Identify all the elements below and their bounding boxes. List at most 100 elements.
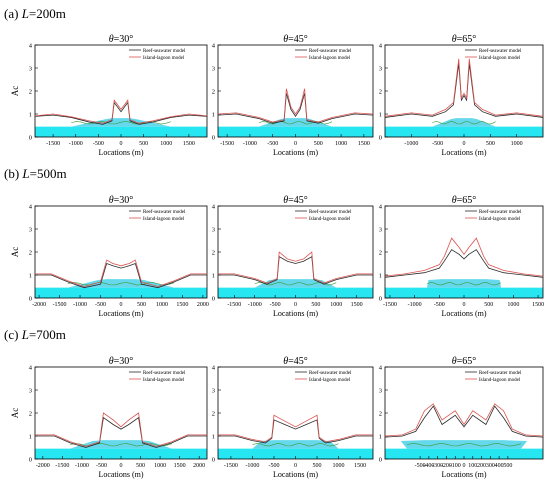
x-tick-label: -1000: [73, 302, 87, 308]
x-tick-label: 0: [294, 463, 297, 469]
row-label-var: L: [21, 6, 29, 21]
x-tick-label: 1500: [358, 141, 370, 147]
legend-label: Reef-seawater model: [479, 49, 522, 54]
x-tick-label: -1500: [383, 302, 397, 308]
x-tick-label: 0: [463, 463, 466, 469]
legend-label: Island-lagoon model: [143, 56, 185, 61]
y-tick-label: 0: [29, 135, 32, 142]
x-tick-label: 1000: [335, 141, 347, 147]
y-tick-label: 3: [29, 388, 32, 395]
row-label-c: (c) L=700m: [4, 327, 66, 343]
x-tick-label: 500: [311, 302, 320, 308]
y-tick-label: 0: [379, 457, 382, 464]
x-tick-label: 200: [477, 463, 486, 469]
x-tick-label: -500: [95, 302, 106, 308]
y-tick-label: 4: [29, 43, 33, 50]
x-tick-label: 1000: [507, 302, 519, 308]
y-tick-label: 4: [212, 204, 216, 211]
series-reef-seawater: [384, 405, 544, 438]
x-tick-label: 0: [120, 463, 123, 469]
y-tick-label: 0: [29, 296, 32, 303]
subplot-title: θ=45°: [283, 195, 308, 206]
legend-label: Island-lagoon model: [479, 378, 521, 383]
x-tick-label: -1500: [227, 302, 241, 308]
y-tick-label: 3: [212, 66, 215, 73]
x-axis-label: Locations (m): [273, 148, 318, 157]
legend-label: Reef-seawater model: [143, 210, 186, 215]
x-tick-label: 1000: [160, 141, 172, 147]
legend-label: Island-lagoon model: [143, 378, 185, 383]
y-tick-label: 0: [212, 296, 215, 303]
y-tick-label: 4: [29, 365, 33, 372]
legend-label: Reef-seawater model: [143, 371, 186, 376]
x-tick-label: 500: [136, 463, 145, 469]
y-tick-label: 1: [29, 273, 32, 280]
legend-label: Reef-seawater model: [309, 49, 352, 54]
x-tick-label: 1000: [333, 463, 345, 469]
y-tick-label: 0: [212, 457, 215, 464]
x-axis-label: Locations (m): [441, 470, 486, 479]
row-label-a: (a) L=200m: [4, 6, 66, 22]
x-tick-label: 500: [484, 302, 493, 308]
seawater-band: [385, 448, 543, 459]
y-tick-label: 1: [379, 112, 382, 119]
y-tick-label: 4: [379, 43, 383, 50]
seawater-band: [35, 126, 207, 137]
x-tick-label: 1500: [183, 141, 195, 147]
y-tick-label: 2: [29, 411, 32, 418]
y-tick-label: 2: [379, 411, 382, 418]
series-island-lagoon: [384, 403, 544, 437]
subplot-0-1: 0 1 2 3 4 -1500 -1000 -500 0 500 1000 1500 Locations…: [212, 34, 374, 157]
series-reef-seawater: [217, 93, 374, 124]
x-tick-label: 1500: [532, 302, 544, 308]
subplot-title: θ=30°: [109, 356, 134, 367]
x-tick-label: 400: [495, 463, 504, 469]
y-tick-label: 0: [379, 296, 382, 303]
x-tick-label: 1000: [511, 141, 523, 147]
x-tick-label: -1000: [408, 302, 422, 308]
series-island-lagoon: [384, 237, 544, 277]
x-tick-label: 1500: [351, 302, 363, 308]
subplot-title: θ=65°: [452, 195, 477, 206]
series-reef-seawater: [218, 419, 373, 444]
subplot-1-2: 0 1 2 3 4 -1500 -1000 -500 0 500 1000 1500 Locations…: [379, 195, 544, 318]
green-line: [406, 443, 522, 447]
x-tick-label: 500: [139, 141, 148, 147]
row-label-prefix: (b): [4, 166, 23, 181]
y-tick-label: 1: [29, 112, 32, 119]
x-tick-label: -500: [415, 463, 426, 469]
x-tick-label: 1500: [176, 302, 188, 308]
y-tick-label: 1: [212, 434, 215, 441]
green-line: [426, 282, 502, 286]
y-tick-label: 0: [29, 457, 32, 464]
x-tick-label: -1500: [46, 141, 60, 147]
y-axis-label: Ac: [10, 408, 20, 419]
x-tick-label: -500: [434, 302, 445, 308]
y-tick-label: 4: [379, 204, 383, 211]
x-tick-label: -500: [96, 463, 107, 469]
row-label-prefix: (a): [4, 6, 22, 21]
x-axis-label: Locations (m): [98, 148, 143, 157]
series-island-lagoon: [218, 414, 373, 443]
legend-label: Island-lagoon model: [309, 56, 351, 61]
x-axis-label: Locations (m): [273, 309, 318, 318]
subplot-title: θ=45°: [283, 34, 308, 45]
x-tick-label: -1500: [224, 463, 238, 469]
series-island-lagoon: [35, 259, 207, 287]
x-tick-label: -500: [268, 463, 279, 469]
y-tick-label: 1: [379, 273, 382, 280]
row-label-b: (b) L=500m: [4, 166, 67, 182]
x-tick-label: 0: [120, 141, 123, 147]
series-island-lagoon: [34, 99, 208, 124]
subplot-0-2: 0 1 2 3 4 -1000 -500 0 500 1000 Locations (m) θ=65°…: [379, 34, 544, 157]
x-axis-label: Locations (m): [273, 470, 318, 479]
x-tick-label: -400: [423, 463, 434, 469]
subplot-0-0: 0 1 2 3 4 -1500 -1000 -500 0 500 1000 1500 Locations…: [10, 34, 208, 157]
y-tick-label: 3: [379, 388, 382, 395]
series-reef-seawater: [384, 63, 544, 118]
x-axis-label: Locations (m): [441, 148, 486, 157]
series-island-lagoon: [217, 88, 374, 123]
row-label-var: L: [22, 166, 30, 181]
y-tick-label: 4: [29, 204, 33, 211]
